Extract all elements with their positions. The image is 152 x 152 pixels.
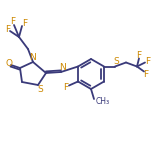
- Text: F: F: [143, 70, 149, 79]
- Text: F: F: [10, 17, 16, 26]
- Text: F: F: [5, 26, 10, 35]
- Text: F: F: [136, 51, 142, 60]
- Text: F: F: [145, 57, 150, 66]
- Text: F: F: [63, 83, 69, 92]
- Text: N: N: [59, 62, 65, 71]
- Text: S: S: [37, 85, 43, 94]
- Text: O: O: [5, 59, 12, 69]
- Text: N: N: [30, 53, 36, 62]
- Text: S: S: [113, 57, 119, 66]
- Text: CH₃: CH₃: [96, 97, 110, 107]
- Text: F: F: [22, 19, 28, 29]
